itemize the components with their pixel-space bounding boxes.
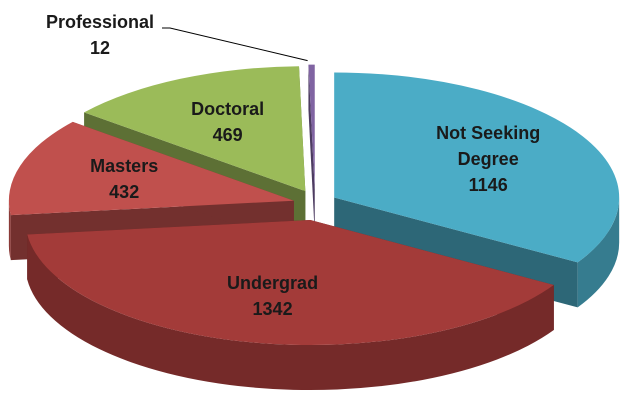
slice-side (27, 234, 554, 391)
data-label: Doctoral 469 (158, 96, 298, 148)
slice-name: Doctoral (191, 98, 265, 119)
data-label: Professional 12 (30, 9, 170, 61)
data-label: Undergrad 1342 (203, 270, 343, 322)
pie-slice (27, 220, 554, 346)
slice-value: 1342 (252, 298, 293, 319)
slice-name: Not Seeking Degree (436, 123, 541, 170)
data-label: Not Seeking Degree 1146 (428, 120, 548, 198)
slice-name: Masters (90, 156, 159, 177)
pie-slice (84, 66, 306, 192)
slice-name: Professional (45, 12, 155, 32)
leader-line (162, 27, 308, 62)
slice-value: 432 (109, 182, 140, 203)
pie-slice (334, 72, 620, 263)
data-label: Masters 432 (54, 153, 194, 205)
slice-side (577, 197, 620, 308)
slice-name: Undergrad (227, 272, 319, 293)
slice-wall (308, 64, 315, 235)
pie-slice (8, 121, 294, 216)
slice-value: 1146 (468, 175, 508, 196)
slice-value: 12 (89, 38, 111, 58)
slice-side (8, 200, 11, 261)
pie-slice (308, 64, 315, 190)
slice-value: 469 (212, 124, 243, 145)
